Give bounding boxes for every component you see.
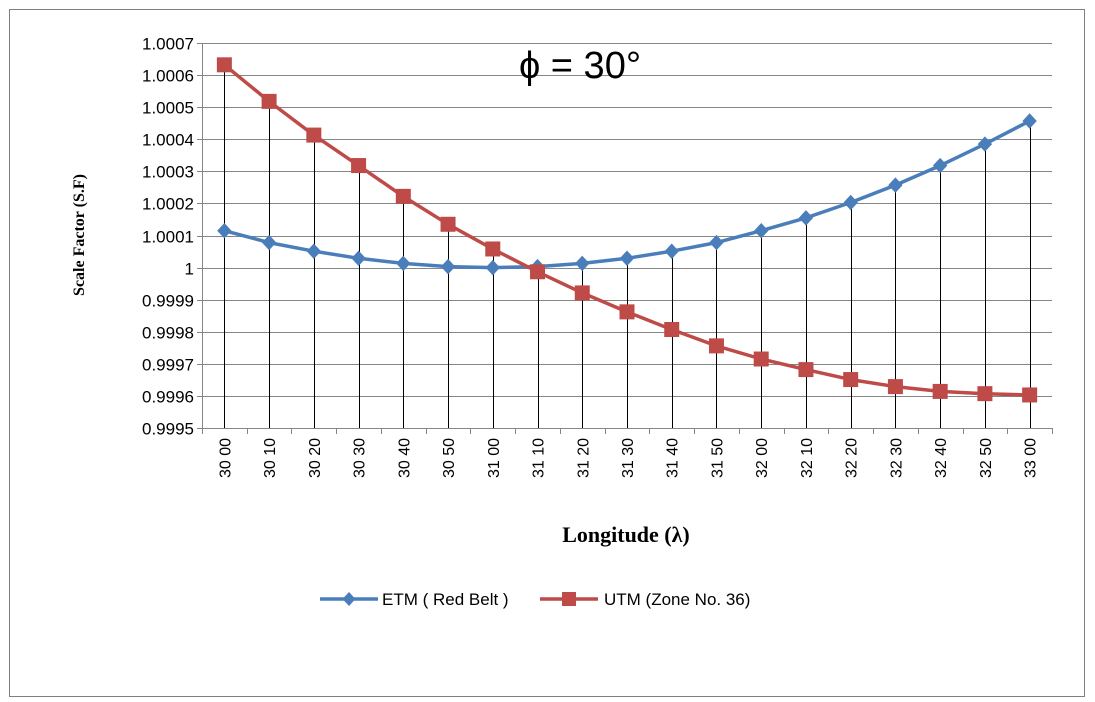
series-2-point: [306, 127, 322, 143]
x-tick-label: 31 00: [486, 438, 503, 478]
y-tick-label: 1.0003: [142, 163, 194, 182]
y-tick-label: 0.9996: [142, 388, 194, 407]
y-tick-label: 1.0002: [142, 195, 194, 214]
x-tick-label: 30 30: [352, 438, 369, 478]
series-2-point: [619, 304, 635, 320]
y-tick-label: 1.0007: [142, 35, 194, 54]
series-1-point: [575, 255, 590, 272]
series-2-point: [261, 93, 277, 109]
series-1-point: [932, 157, 948, 174]
series-1-point: [217, 222, 232, 239]
series-2-point: [977, 386, 993, 402]
series-1-point: [619, 250, 635, 267]
series-1-point: [485, 259, 500, 276]
x-tick-label: 32 30: [888, 438, 905, 478]
y-tick-label: 0.9995: [142, 420, 194, 439]
series-2-point: [485, 241, 501, 257]
x-tick-label: 30 10: [262, 438, 279, 478]
series-1-point: [977, 136, 993, 152]
x-tick-label: 32 50: [978, 438, 995, 478]
x-tick-label: 33 00: [1023, 438, 1040, 478]
series-1-point: [709, 234, 724, 251]
series-2-point: [1022, 387, 1038, 403]
series-1-point: [888, 177, 903, 193]
x-tick-label: 32 00: [754, 438, 771, 478]
series-2-point: [351, 158, 367, 174]
series-2-point: [932, 383, 948, 399]
y-tick-label: 0.9999: [142, 292, 194, 311]
series-1-point: [1022, 113, 1037, 129]
y-tick-label: 0.9997: [142, 356, 194, 375]
series-2-point: [574, 285, 590, 301]
legend-label-1: ETM ( Red Belt ): [382, 590, 509, 609]
legend-marker-1: [342, 592, 356, 606]
drop-lines: [224, 64, 1031, 428]
y-tick-label: 0.9998: [142, 324, 194, 343]
x-tick-label: 32 40: [933, 438, 950, 478]
series-2-point: [887, 379, 903, 395]
legend: ETM ( Red Belt ) UTM (Zone No. 36): [320, 590, 750, 609]
y-tick-label: 1: [185, 260, 194, 279]
x-axis-label: Longitude (λ): [562, 522, 690, 547]
chart-border: [9, 9, 1085, 697]
legend-marker-2: [562, 592, 576, 606]
x-tick-label: 30 20: [307, 438, 324, 478]
series-2-point: [708, 338, 724, 354]
y-tick-label: 1.0006: [142, 67, 194, 86]
series-1-point: [754, 222, 769, 239]
y-axis-label: Scale Factor (S.F): [71, 174, 88, 296]
y-tick-label: 1.0004: [142, 131, 194, 150]
series-2-point: [216, 57, 232, 73]
x-tick-label: 31 40: [665, 438, 682, 478]
x-tick-label: 30 40: [396, 438, 413, 478]
labels: ϕ = 30° Longitude (λ) Scale Factor (S.F): [71, 45, 690, 547]
series-1-point: [396, 255, 411, 272]
x-tick-label: 30 50: [441, 438, 458, 478]
series-1-point: [798, 210, 814, 226]
series-2-point: [530, 264, 546, 280]
chart-title: ϕ = 30°: [519, 45, 641, 87]
series-1-point: [261, 234, 277, 251]
y-tick-label: 1.0005: [142, 99, 194, 118]
x-tick-label: 30 00: [217, 438, 234, 478]
axes: 1.0007 1.0006 1.0005 1.0004 1.0003 1.0002 1.00…: [142, 35, 1053, 478]
x-tick-label: 32 20: [844, 438, 861, 478]
series-2-point: [395, 188, 411, 204]
series-1-point: [843, 194, 858, 211]
x-tick-label: 31 50: [709, 438, 726, 478]
series-1-point: [306, 243, 322, 259]
series-layer: [216, 57, 1038, 403]
series-1-point: [440, 258, 456, 275]
series-2-point: [664, 322, 680, 338]
x-tick-label: 31 10: [531, 438, 548, 478]
series-2-point: [843, 372, 859, 388]
legend-label-2: UTM (Zone No. 36): [604, 590, 750, 609]
series-1-point: [351, 250, 366, 267]
series-2-point: [440, 216, 456, 232]
x-tick-label: 31 20: [575, 438, 592, 478]
series-1-point: [664, 243, 679, 259]
x-tick-label: 32 10: [799, 438, 816, 478]
y-tick-label: 1.0001: [142, 228, 194, 247]
series-2-point: [753, 351, 769, 367]
x-tick-label: 31 30: [620, 438, 637, 478]
series-2-point: [798, 362, 814, 378]
